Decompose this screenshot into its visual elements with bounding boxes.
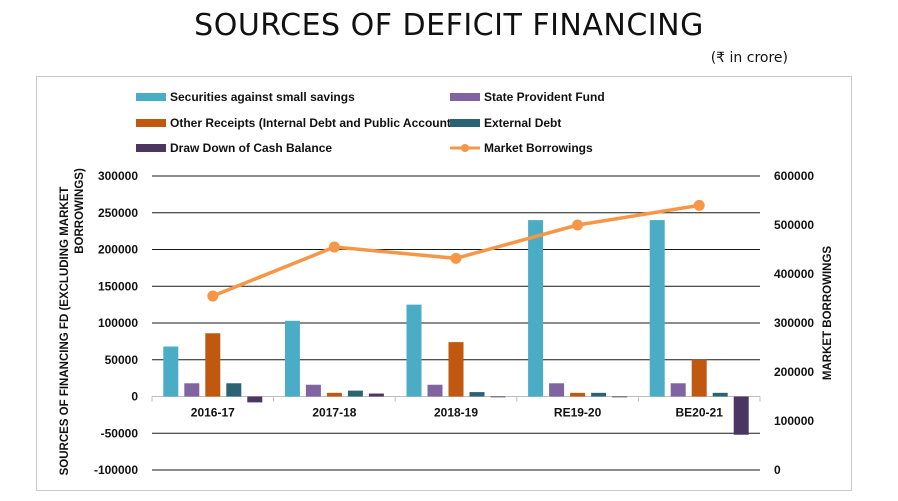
- x-tick-label: 2017-18: [312, 406, 356, 420]
- bar: [549, 383, 565, 397]
- x-tick-label: 2016-17: [191, 406, 235, 420]
- y-tick-label: 300000: [98, 169, 138, 183]
- bar: [205, 333, 221, 397]
- y2-tick-label: 200000: [774, 365, 814, 379]
- bar: [406, 304, 422, 397]
- legend-swatch: [450, 119, 480, 127]
- bar: [448, 342, 464, 397]
- bar: [284, 320, 300, 397]
- line-point: [572, 219, 584, 231]
- bar: [528, 220, 544, 397]
- y-tick-label: -50000: [101, 426, 139, 440]
- legend-swatch: [136, 119, 166, 127]
- y2-tick-label: 500000: [774, 218, 814, 232]
- legend-label: Draw Down of Cash Balance: [170, 141, 332, 155]
- y2-tick-label: 400000: [774, 267, 814, 281]
- legend-label: Securities against small savings: [170, 90, 355, 104]
- bar: [649, 220, 665, 397]
- y2-axis-title: MARKET BORROWINGS: [822, 246, 834, 380]
- bar: [247, 396, 263, 403]
- y2-tick-label: 100000: [774, 414, 814, 428]
- y2-tick-label: 0: [774, 463, 781, 477]
- bar: [184, 383, 200, 397]
- legend-label: External Debt: [484, 116, 561, 130]
- y-tick-label: 150000: [98, 279, 138, 293]
- bar: [326, 392, 342, 397]
- y-axis-title-line-2: BORROWINGS): [74, 168, 86, 254]
- unit-note: (₹ in crore): [710, 50, 788, 66]
- y-tick-label: 200000: [98, 243, 138, 257]
- legend-swatch: [450, 93, 480, 101]
- bar: [347, 390, 363, 397]
- line-point: [693, 199, 705, 211]
- y-tick-label: 250000: [98, 206, 138, 220]
- chart-title: SOURCES OF DEFICIT FINANCING: [194, 8, 704, 43]
- x-tick-label: 2018-19: [434, 406, 478, 420]
- y-tick-label: -100000: [94, 463, 138, 477]
- legend-point-marker: [461, 144, 469, 152]
- bar: [691, 359, 707, 397]
- bar: [163, 346, 179, 397]
- market-borrowings-line: [212, 203, 700, 298]
- bar: [226, 383, 242, 397]
- x-tick-label: BE20-21: [676, 406, 724, 420]
- bar: [305, 384, 321, 397]
- bar: [427, 384, 443, 397]
- bar: [368, 393, 384, 397]
- y-tick-label: 100000: [98, 316, 138, 330]
- y-tick-label: 50000: [105, 353, 139, 367]
- bar: [712, 392, 728, 397]
- legend-swatch: [136, 93, 166, 101]
- x-tick-label: RE19-20: [554, 406, 602, 420]
- chart-frame: [36, 76, 852, 491]
- bar: [733, 396, 749, 435]
- line-point: [450, 252, 462, 264]
- bar-series: [163, 220, 749, 435]
- legend-label: Other Receipts (Internal Debt and Public…: [170, 116, 451, 130]
- legend-label: State Provident Fund: [484, 90, 605, 104]
- bar: [591, 392, 607, 397]
- bar: [612, 396, 628, 398]
- legend-swatch: [136, 144, 166, 152]
- line-point: [207, 290, 219, 302]
- legend-label: Market Borrowings: [484, 141, 593, 155]
- y-axis-title-line-1: SOURCES OF FINANCING FD (EXCLUDING MARKE…: [59, 187, 71, 476]
- y2-tick-label: 600000: [774, 169, 814, 183]
- y-tick-label: 0: [131, 390, 138, 404]
- bar: [469, 392, 485, 397]
- line-series: [207, 199, 705, 302]
- bar: [670, 383, 686, 397]
- bar: [570, 392, 586, 397]
- chart-legend: Securities against small savings State Pr…: [136, 90, 605, 155]
- bar: [490, 396, 506, 398]
- gridlines: [152, 175, 760, 471]
- y2-tick-label: 300000: [774, 316, 814, 330]
- axes: 300000250000200000150000100000500000-500…: [94, 169, 814, 477]
- line-point: [328, 241, 340, 253]
